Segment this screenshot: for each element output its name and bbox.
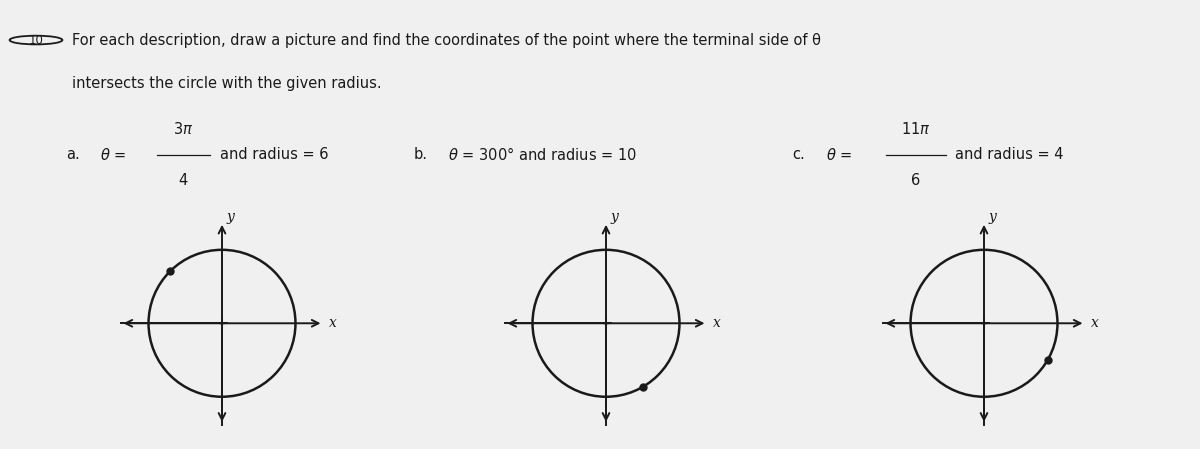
Text: $\theta$ =: $\theta$ = xyxy=(100,147,126,163)
Text: y: y xyxy=(611,211,618,224)
Text: y: y xyxy=(989,211,996,224)
Text: $4$: $4$ xyxy=(179,172,188,188)
Text: c.: c. xyxy=(792,147,805,162)
Text: y: y xyxy=(227,211,234,224)
Text: b.: b. xyxy=(414,147,428,162)
Text: $11\pi$: $11\pi$ xyxy=(901,121,930,137)
Text: a.: a. xyxy=(66,147,79,162)
Text: and radius = 4: and radius = 4 xyxy=(955,147,1063,162)
Text: $6$: $6$ xyxy=(911,172,920,188)
Text: For each description, draw a picture and find the coordinates of the point where: For each description, draw a picture and… xyxy=(72,32,821,48)
Text: intersects the circle with the given radius.: intersects the circle with the given rad… xyxy=(72,76,382,91)
Text: x: x xyxy=(1091,316,1099,330)
Text: x: x xyxy=(713,316,721,330)
Text: x: x xyxy=(329,316,337,330)
Text: $\theta$ =: $\theta$ = xyxy=(826,147,852,163)
Text: $3\pi$: $3\pi$ xyxy=(174,121,193,137)
Text: and radius = 6: and radius = 6 xyxy=(220,147,328,162)
Text: $\theta$ = 300° and radius = 10: $\theta$ = 300° and radius = 10 xyxy=(448,146,636,163)
Text: 10: 10 xyxy=(29,34,43,47)
